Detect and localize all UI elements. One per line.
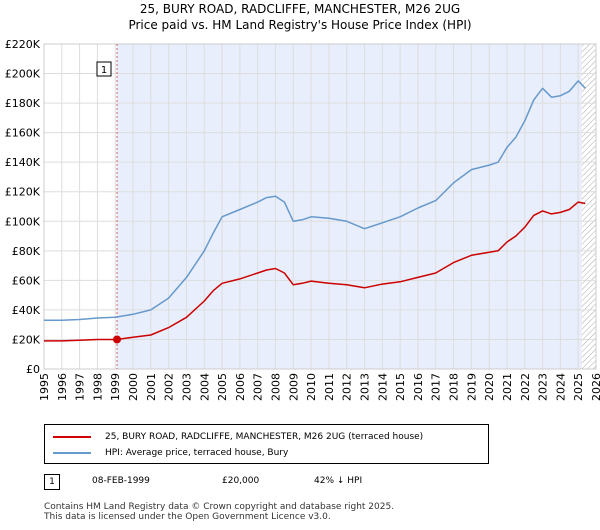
y-tick-label: £140K: [5, 156, 41, 169]
y-tick-label: £220K: [5, 38, 41, 51]
y-tick-label: £60K: [12, 274, 41, 287]
y-tick-label: £120K: [5, 186, 41, 199]
x-tick-label: 2016: [412, 373, 425, 401]
legend-item-hpi: HPI: Average price, terraced house, Bury: [53, 445, 288, 461]
x-tick-label: 1997: [74, 373, 87, 401]
x-tick-label: 2002: [163, 373, 176, 401]
x-tick-label: 2012: [341, 373, 354, 401]
x-tick-label: 2019: [465, 373, 478, 401]
legend-label-property: 25, BURY ROAD, RADCLIFFE, MANCHESTER, M2…: [105, 432, 424, 442]
x-tick-label: 2024: [554, 373, 567, 401]
x-tick-label: 2025: [572, 373, 585, 401]
x-tick-label: 2008: [269, 373, 282, 401]
x-tick-label: 2005: [216, 373, 229, 401]
x-tick-label: 2017: [430, 373, 443, 401]
x-tick-label: 2026: [590, 373, 600, 401]
x-tick-label: 2010: [305, 373, 318, 401]
chart-title: 25, BURY ROAD, RADCLIFFE, MANCHESTER, M2…: [139, 2, 461, 16]
annotation-price: £20,000: [222, 476, 260, 486]
x-tick-label: 2023: [537, 373, 550, 401]
x-tick-label: 2003: [180, 373, 193, 401]
y-tick-label: £40K: [12, 304, 41, 317]
x-tick-label: 1996: [56, 373, 69, 401]
series-line-hpi: [44, 80, 586, 322]
plot-frame: [43, 43, 597, 370]
y-tick-label: £180K: [5, 97, 41, 110]
x-tick-label: 1995: [38, 373, 51, 401]
footer: Contains HM Land Registry data © Crown c…: [44, 502, 584, 522]
legend-line-hpi: [53, 452, 91, 454]
price-chart: £0 £20K £40K £60K £80K £100K £120K £140K £160K £1…: [5, 38, 600, 401]
annotation-date: 08-FEB-1999: [92, 476, 150, 486]
x-tick-label: 2004: [198, 373, 211, 401]
footer-copyright: Contains HM Land Registry data © Crown c…: [44, 502, 395, 512]
x-tick-label: 2018: [448, 373, 461, 401]
x-tick-label: 2007: [252, 373, 265, 401]
legend: 25, BURY ROAD, RADCLIFFE, MANCHESTER, M2…: [44, 424, 489, 464]
x-tick-label: 2020: [483, 373, 496, 401]
x-tick-label: 2000: [127, 373, 140, 401]
legend-line-property: [53, 436, 91, 438]
sale-point: [113, 335, 122, 344]
x-tick-label: 2021: [501, 373, 514, 401]
footer-licence: This data is licensed under the Open Gov…: [44, 512, 331, 522]
y-tick-label: £200K: [5, 68, 41, 81]
x-tick-label: 2001: [145, 373, 158, 401]
series-line-property: [44, 201, 586, 342]
x-tick-label: 2014: [376, 373, 389, 401]
annotation-index: 1: [44, 474, 60, 490]
chart-subtitle: Price paid vs. HM Land Registry's House …: [128, 18, 472, 32]
annotation-hpi-delta: 42% ↓ HPI: [314, 476, 363, 486]
legend-label-hpi: HPI: Average price, terraced house, Bury: [105, 448, 289, 458]
x-tick-label: 2011: [323, 373, 336, 401]
x-tick-label: 2013: [359, 373, 372, 401]
x-tick-label: 2006: [234, 373, 247, 401]
x-tick-label: 2022: [519, 373, 532, 401]
x-tick-label: 2015: [394, 373, 407, 401]
y-tick-label: £100K: [5, 215, 41, 228]
post-sale-shade: [117, 44, 582, 369]
x-tick-label: 1998: [91, 373, 104, 401]
legend-item-property: 25, BURY ROAD, RADCLIFFE, MANCHESTER, M2…: [53, 429, 423, 445]
y-tick-label: £160K: [5, 127, 41, 140]
x-tick-label: 1999: [109, 373, 122, 401]
y-tick-label: £20K: [12, 333, 41, 346]
forecast-hatch: [581, 44, 596, 369]
y-tick-label: £0: [26, 363, 40, 376]
annotation-row: 1 08-FEB-1999 £20,000 42% ↓ HPI: [44, 474, 584, 494]
marker-box: [96, 61, 112, 77]
marker-label: 1: [101, 65, 107, 76]
y-tick-label: £80K: [12, 245, 41, 258]
x-tick-label: 2009: [287, 373, 300, 401]
